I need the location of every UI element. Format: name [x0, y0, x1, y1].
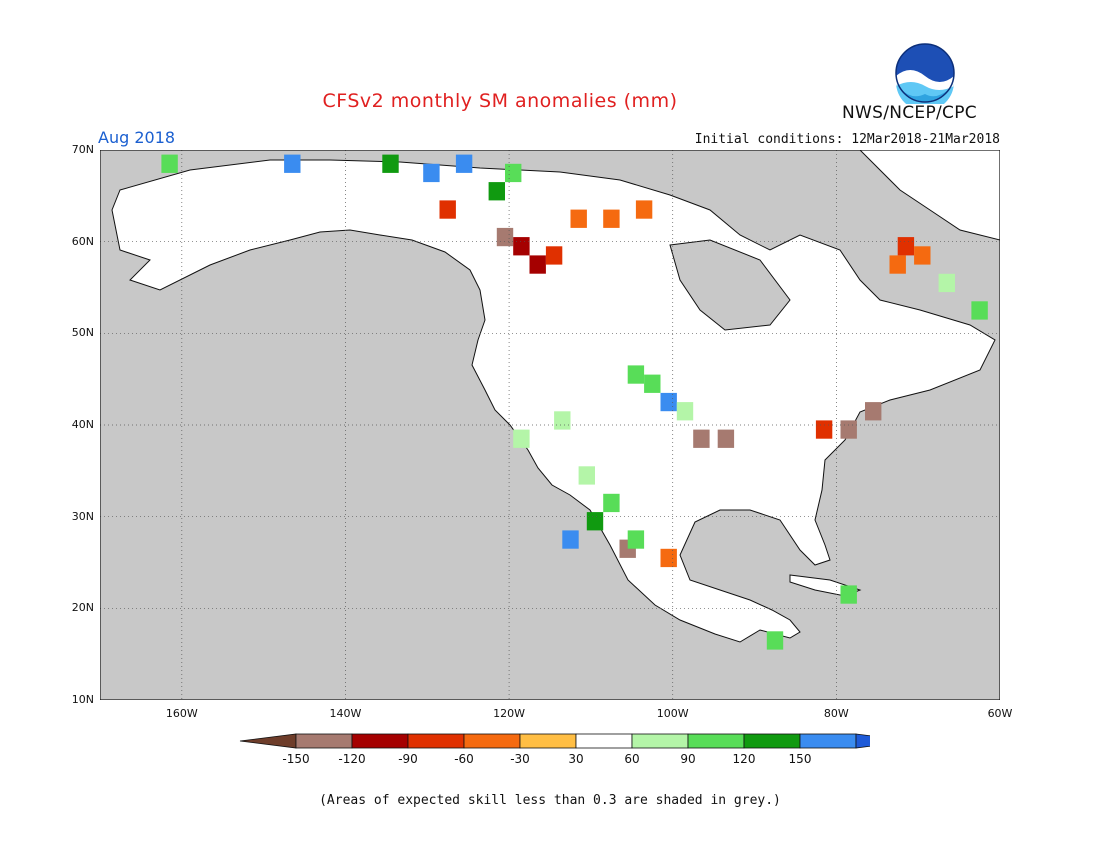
color-bar-segment: [743, 733, 801, 749]
color-bar: [239, 733, 870, 749]
anomaly-cell: [570, 209, 587, 228]
anomaly-cell: [766, 631, 784, 650]
color-bar-label: 30: [568, 752, 584, 766]
color-bar-segment: [631, 733, 689, 749]
latitude-label: 70N: [71, 143, 94, 156]
anomaly-cell: [423, 163, 440, 183]
anomaly-cell: [840, 420, 857, 439]
latitude-label: 10N: [71, 693, 94, 706]
valid-month-label: Aug 2018: [98, 128, 176, 147]
anomaly-cell: [554, 411, 571, 430]
anomaly-cell: [660, 548, 677, 568]
color-bar-label: 120: [732, 752, 756, 766]
color-bar-segment: [463, 733, 521, 749]
anomaly-cell: [284, 154, 301, 173]
anomaly-cell: [914, 246, 931, 265]
anomaly-cell: [529, 255, 546, 274]
anomaly-cell: [603, 209, 620, 228]
color-bar-segment: [687, 733, 745, 749]
color-bar-label: 60: [624, 752, 640, 766]
color-bar-segment: [407, 733, 465, 749]
color-bar-segment: [295, 733, 353, 749]
color-bar-segment: [575, 733, 633, 749]
anomaly-cell: [513, 237, 530, 256]
anomaly-cell: [840, 585, 857, 604]
anomaly-cell: [382, 154, 399, 173]
greenland-landmass: [859, 150, 1000, 241]
anomaly-cell: [562, 530, 579, 549]
anomaly-cell: [938, 273, 955, 293]
anomaly-cell: [889, 255, 906, 274]
anomaly-cell: [627, 530, 645, 549]
color-bar-label: 90: [680, 752, 696, 766]
latitude-label: 30N: [71, 509, 94, 523]
color-bar-segment: [855, 733, 870, 749]
longitude-label: 160W: [165, 707, 198, 720]
latitude-label: 40N: [71, 418, 94, 431]
anomaly-cell: [578, 466, 595, 485]
latitude-label: 50N: [71, 326, 94, 340]
color-bar-segment: [351, 733, 409, 749]
longitude-label: 100W: [656, 707, 689, 720]
latitude-label: 20N: [71, 601, 94, 615]
anomaly-cell: [971, 301, 988, 320]
longitude-label: 120W: [493, 707, 526, 720]
anomaly-cells: [161, 154, 988, 650]
anomaly-cell: [635, 200, 653, 219]
agency-label: NWS/NCEP/CPC: [842, 103, 977, 123]
color-bar-label: -60: [454, 752, 474, 766]
anomaly-cell: [865, 402, 882, 421]
anomaly-cell: [815, 420, 833, 439]
color-bar-label: -150: [282, 752, 310, 766]
anomaly-cell: [513, 429, 530, 448]
anomaly-cell: [644, 374, 661, 393]
anomaly-cell: [586, 512, 604, 531]
anomaly-cell: [627, 365, 645, 384]
anomaly-cell: [505, 163, 522, 183]
anomaly-cell: [496, 227, 514, 247]
anomaly-cell: [693, 429, 710, 448]
anomaly-cell: [676, 402, 694, 421]
latitude-label: 60N: [71, 234, 94, 248]
anomaly-cell: [717, 429, 735, 448]
soil-moisture-map: [100, 150, 1000, 700]
anomaly-cell: [660, 392, 677, 412]
anomaly-cell: [897, 237, 915, 256]
anomaly-cell: [439, 200, 456, 219]
anomaly-cell: [455, 154, 473, 173]
anomaly-cell: [161, 154, 178, 173]
color-bar-segment: [799, 733, 857, 749]
anomaly-cell: [603, 493, 620, 513]
skill-footnote: (Areas of expected skill less than 0.3 a…: [319, 793, 781, 808]
longitude-label: 60W: [987, 707, 1013, 720]
color-bar-segment: [519, 733, 577, 749]
longitude-label: 80W: [823, 707, 849, 720]
anomaly-cell: [488, 182, 505, 201]
noaa-logo-icon: [895, 43, 955, 104]
map-title: CFSv2 monthly SM anomalies (mm): [322, 90, 678, 112]
hudson-bay: [669, 239, 791, 331]
color-bar-label: -120: [338, 752, 366, 766]
longitude-label: 140W: [329, 707, 362, 720]
color-bar-label: -90: [398, 752, 418, 766]
color-bar-segment: [239, 733, 297, 749]
initial-conditions-label: Initial conditions: 12Mar2018-21Mar2018: [694, 132, 1000, 147]
anomaly-cell: [545, 246, 563, 265]
color-bar-label: -30: [510, 752, 530, 766]
color-bar-label: 150: [788, 752, 812, 766]
